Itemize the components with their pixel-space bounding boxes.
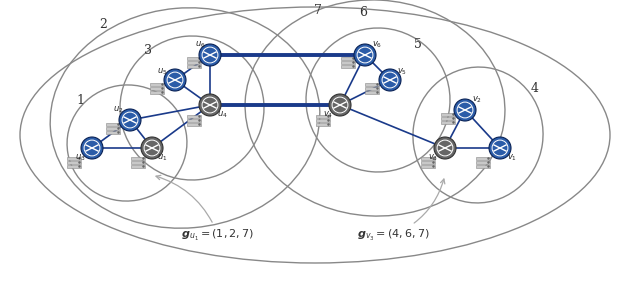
Bar	[106, 123, 120, 126]
Circle shape	[199, 44, 221, 66]
Bar	[187, 61, 201, 64]
Bar	[150, 91, 164, 94]
Text: 1: 1	[76, 94, 84, 107]
Circle shape	[141, 137, 163, 159]
Bar	[67, 161, 81, 164]
Text: $\mathit{u}_5$: $\mathit{u}_5$	[157, 67, 167, 77]
Bar	[187, 115, 201, 118]
Bar	[476, 161, 490, 164]
Text: $\mathit{u}_4$: $\mathit{u}_4$	[216, 110, 227, 120]
Bar	[441, 121, 455, 124]
Bar	[187, 123, 201, 126]
Circle shape	[81, 137, 103, 159]
Bar	[106, 131, 120, 134]
Bar	[187, 57, 201, 60]
Text: $\mathit{u}_2$: $\mathit{u}_2$	[113, 105, 124, 115]
Circle shape	[354, 44, 376, 66]
Circle shape	[454, 99, 476, 121]
Bar	[316, 115, 330, 118]
Bar	[67, 165, 81, 168]
Bar	[150, 87, 164, 90]
Bar	[421, 165, 435, 168]
Text: 7: 7	[314, 3, 322, 16]
Text: $\boldsymbol{g}_{u_1} = (1,2,7)$: $\boldsymbol{g}_{u_1} = (1,2,7)$	[156, 175, 255, 242]
Circle shape	[434, 137, 456, 159]
Text: $\mathit{u}_6$: $\mathit{u}_6$	[195, 40, 205, 50]
Bar	[476, 157, 490, 160]
Bar	[441, 113, 455, 116]
Text: $\mathit{v}_6$: $\mathit{v}_6$	[372, 40, 382, 50]
Bar	[131, 161, 145, 164]
Bar	[365, 91, 379, 94]
Text: $\mathit{v}_3$: $\mathit{v}_3$	[428, 153, 438, 163]
Bar	[365, 83, 379, 86]
Bar	[106, 127, 120, 130]
Text: 5: 5	[414, 39, 422, 52]
Circle shape	[199, 94, 221, 116]
Circle shape	[164, 69, 186, 91]
Circle shape	[379, 69, 401, 91]
Bar	[131, 165, 145, 168]
Text: 2: 2	[99, 18, 107, 31]
Text: $\mathit{v}_4$: $\mathit{v}_4$	[323, 110, 333, 120]
Bar	[131, 157, 145, 160]
Circle shape	[119, 109, 141, 131]
Text: $\mathit{v}_2$: $\mathit{v}_2$	[472, 95, 482, 105]
Bar	[150, 83, 164, 86]
Text: $\mathit{u}_3$: $\mathit{u}_3$	[75, 153, 85, 163]
Bar	[341, 61, 355, 64]
Text: $\boldsymbol{g}_{v_3} = (4,6,7)$: $\boldsymbol{g}_{v_3} = (4,6,7)$	[356, 179, 445, 242]
Text: 3: 3	[144, 43, 152, 56]
Bar	[316, 123, 330, 126]
Bar	[187, 119, 201, 122]
Bar	[421, 157, 435, 160]
Bar	[187, 65, 201, 68]
Bar	[421, 161, 435, 164]
Bar	[476, 165, 490, 168]
Circle shape	[329, 94, 351, 116]
Bar	[365, 87, 379, 90]
Bar	[67, 157, 81, 160]
Bar	[441, 117, 455, 120]
Text: $\mathit{v}_5$: $\mathit{v}_5$	[397, 67, 407, 77]
Bar	[341, 57, 355, 60]
Bar	[341, 65, 355, 68]
Text: $\mathit{u}_1$: $\mathit{u}_1$	[157, 153, 167, 163]
Text: 4: 4	[531, 82, 539, 94]
Text: $\mathit{v}_1$: $\mathit{v}_1$	[507, 153, 517, 163]
Text: 6: 6	[359, 5, 367, 18]
Circle shape	[489, 137, 511, 159]
Bar	[316, 119, 330, 122]
